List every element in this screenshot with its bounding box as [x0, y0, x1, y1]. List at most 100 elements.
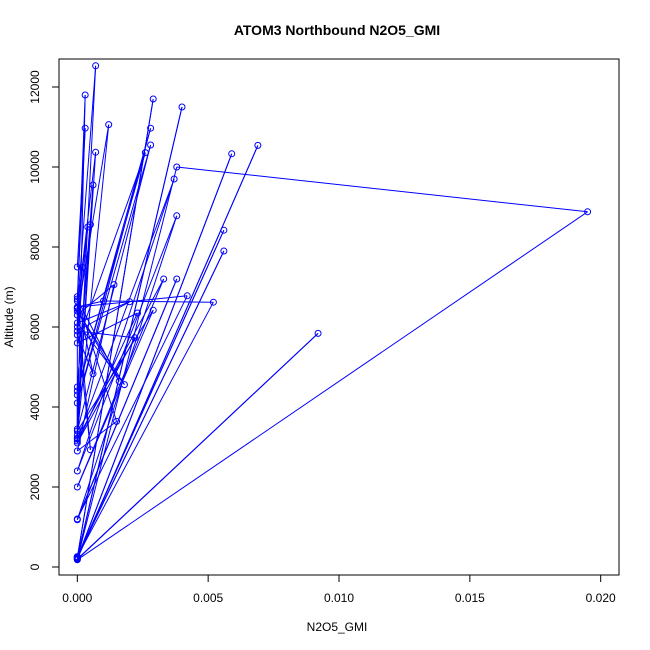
x-tick-label: 0.000 — [62, 591, 92, 605]
y-tick-label: 0 — [28, 563, 42, 570]
y-tick-label: 10000 — [28, 150, 42, 184]
series-line-segment — [76, 178, 175, 472]
series-line-segment — [76, 106, 183, 558]
x-tick-label: 0.005 — [193, 591, 223, 605]
series-line-segment — [76, 144, 152, 404]
data-point — [170, 175, 178, 183]
data-point — [73, 439, 81, 447]
data-point — [141, 149, 149, 157]
x-tick-label: 0.010 — [324, 591, 354, 605]
series-line-segment — [76, 128, 86, 268]
series-line-segment — [76, 295, 188, 520]
series-line-segment — [76, 215, 178, 472]
data-point — [126, 298, 134, 306]
data-point — [84, 223, 92, 231]
x-tick-label: 0.015 — [455, 591, 485, 605]
series-line-segment — [76, 178, 175, 440]
series-layer — [73, 62, 592, 564]
data-point — [73, 263, 81, 271]
series-line-segment — [76, 310, 154, 488]
y-tick-label: 12000 — [28, 70, 42, 104]
data-point — [73, 467, 81, 475]
data-point — [220, 226, 228, 234]
y-tick-label: 8000 — [28, 233, 42, 260]
data-point — [105, 121, 113, 129]
data-point — [149, 306, 157, 314]
data-point — [110, 281, 118, 289]
data-point — [160, 275, 168, 283]
data-point — [314, 329, 322, 337]
data-point — [73, 483, 81, 491]
data-point — [73, 383, 81, 391]
data-point — [73, 323, 81, 331]
series-line-segment — [76, 301, 214, 557]
data-point — [73, 553, 81, 561]
data-point — [147, 124, 155, 132]
data-point — [228, 150, 236, 158]
data-point — [173, 163, 181, 171]
series-line-segment — [76, 224, 91, 439]
series-line-segment — [76, 278, 178, 520]
series-line-segment — [76, 166, 178, 560]
data-point — [86, 446, 94, 454]
series-line-segment — [76, 296, 91, 450]
data-point — [73, 387, 81, 395]
data-point — [120, 381, 128, 389]
y-tick-label: 4000 — [28, 393, 42, 420]
y-axis-label: Altitude (m) — [2, 286, 16, 347]
data-point — [73, 516, 81, 524]
data-point — [134, 309, 142, 317]
series-line-segment — [77, 211, 588, 561]
data-point — [73, 447, 81, 455]
x-tick-label: 0.020 — [586, 591, 616, 605]
data-point — [81, 124, 89, 132]
series-line-segment — [76, 298, 120, 382]
data-point — [147, 141, 155, 149]
y-axis: 0 2000 4000 6000 8000 10000 12000 — [28, 70, 60, 570]
x-axis-label: N2O5_GMI — [307, 620, 368, 634]
data-point — [113, 417, 121, 425]
series-line-segment — [76, 284, 115, 452]
data-point — [73, 304, 81, 312]
data-point — [149, 95, 157, 103]
data-point — [73, 295, 81, 303]
data-point — [81, 91, 89, 99]
data-point — [92, 148, 100, 156]
series-line-segment — [76, 337, 136, 444]
data-point — [89, 370, 97, 378]
data-point — [254, 141, 262, 149]
series-line-segment — [76, 153, 233, 559]
data-point — [131, 334, 139, 342]
series-line-segment — [103, 300, 214, 303]
data-point — [183, 292, 191, 300]
data-point — [73, 331, 81, 339]
data-point — [173, 212, 181, 220]
data-point — [173, 275, 181, 283]
data-point — [89, 181, 97, 189]
data-point — [115, 377, 123, 385]
data-point — [73, 293, 81, 301]
series-line-segment — [76, 333, 319, 560]
data-point — [220, 247, 228, 255]
series-line-segment — [76, 229, 225, 558]
data-point — [73, 339, 81, 347]
data-point — [73, 297, 81, 305]
y-tick-label: 2000 — [28, 473, 42, 500]
series-line-segment — [77, 301, 130, 324]
data-point — [73, 427, 81, 435]
data-point — [73, 434, 81, 442]
data-point — [73, 437, 81, 445]
series-line-segment — [77, 421, 117, 452]
data-point — [73, 327, 81, 335]
data-point — [73, 425, 81, 433]
data-point — [73, 391, 81, 399]
series-line-segment — [76, 152, 146, 344]
data-point — [99, 297, 107, 305]
series-line-segment — [76, 65, 97, 430]
x-axis: 0.000 0.005 0.010 0.015 0.020 — [62, 574, 616, 605]
y-tick-label: 6000 — [28, 313, 42, 340]
series-line-segment — [76, 124, 110, 436]
series-line-segment — [77, 330, 135, 339]
